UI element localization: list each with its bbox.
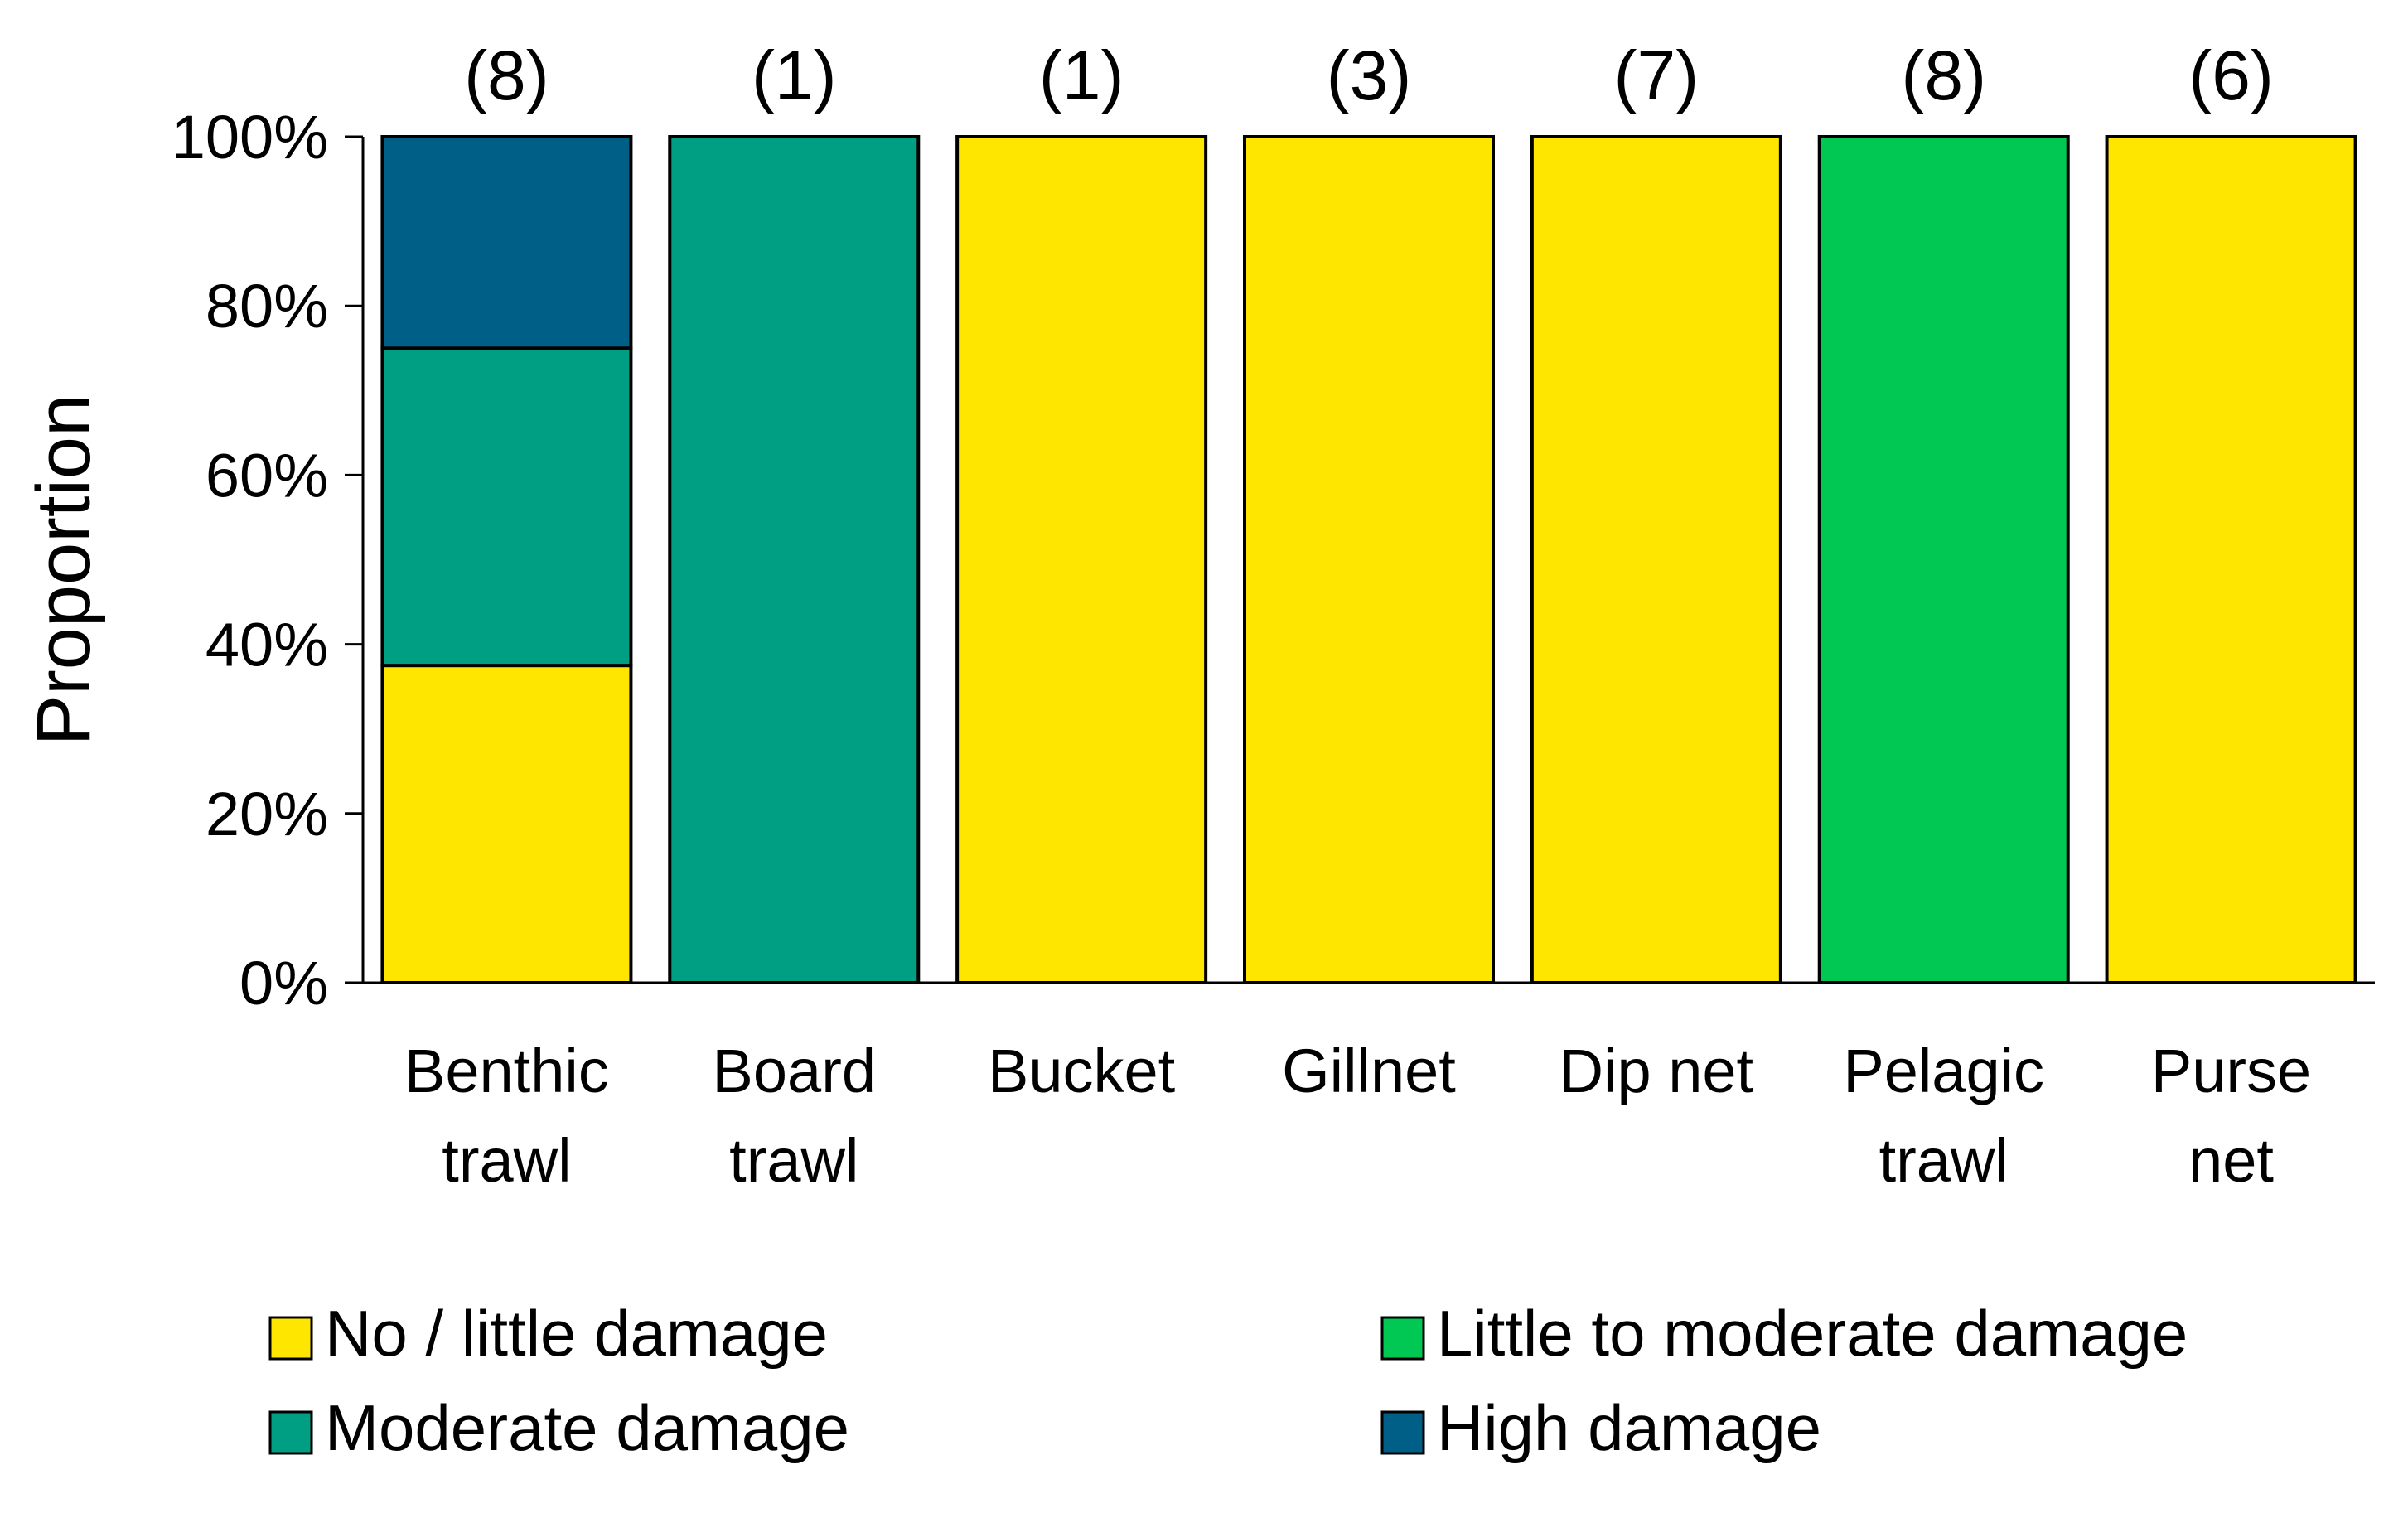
sample-counts: (8) (1) (1) (3) (7) (8) (6) [464, 36, 2274, 114]
bar-segment [2105, 135, 2357, 984]
y-axis-ticks: 0% 20% 40% 60% 80% 100% [172, 103, 363, 1018]
y-tick-label: 60% [206, 441, 328, 510]
x-category-label: Purse [2151, 1037, 2311, 1105]
bar-segment [1243, 135, 1495, 984]
x-category-label: net [2188, 1126, 2274, 1195]
y-tick-label: 80% [206, 272, 328, 341]
y-tick-label: 20% [206, 780, 328, 848]
x-category-label: Board [713, 1037, 876, 1105]
x-category-label: Pelagic [1843, 1037, 2044, 1105]
y-tick-label: 100% [172, 103, 328, 172]
y-axis-title-group: Proportion [22, 394, 106, 746]
legend-label: No / little damage [325, 1297, 828, 1370]
x-category-label: Gillnet [1282, 1037, 1456, 1105]
bar-segment [1817, 135, 2070, 984]
y-tick-label: 40% [206, 611, 328, 679]
x-category-label: Benthic [404, 1037, 609, 1105]
bar-segment [1530, 135, 1782, 984]
sample-count-label: (6) [2188, 36, 2274, 114]
sample-count-label: (8) [1901, 36, 1986, 114]
bar-segment [380, 346, 633, 668]
x-category-label: trawl [1879, 1126, 2009, 1195]
legend-swatch [1380, 1410, 1425, 1455]
sample-count-label: (3) [1327, 36, 1412, 114]
sample-count-label: (8) [464, 36, 549, 114]
x-category-label: Bucket [988, 1037, 1176, 1105]
bars [380, 135, 2357, 984]
x-category-label: trawl [729, 1126, 858, 1195]
sample-count-label: (1) [1039, 36, 1124, 114]
legend-swatch [1380, 1316, 1425, 1361]
x-category-label: Dip net [1559, 1037, 1754, 1105]
y-tick-label: 0% [239, 949, 328, 1018]
sample-count-label: (7) [1614, 36, 1700, 114]
axes [345, 137, 2375, 984]
legend: No / little damage Little to moderate dam… [268, 1297, 2188, 1464]
bar-segment [955, 135, 1208, 984]
x-axis-categories: Benthic trawl Board trawl Bucket Gillnet Dip n… [404, 1037, 2311, 1195]
legend-label: Little to moderate damage [1437, 1297, 2188, 1370]
bar-segment [668, 135, 921, 984]
x-category-label: trawl [442, 1126, 571, 1195]
bar-segment [380, 664, 633, 984]
legend-label: Moderate damage [325, 1391, 849, 1464]
y-axis-title: Proportion [22, 394, 106, 746]
legend-label: High damage [1437, 1391, 1821, 1464]
bar-segment [380, 135, 633, 350]
legend-swatch [268, 1410, 313, 1455]
legend-swatch [268, 1316, 313, 1361]
sample-count-label: (1) [752, 36, 837, 114]
